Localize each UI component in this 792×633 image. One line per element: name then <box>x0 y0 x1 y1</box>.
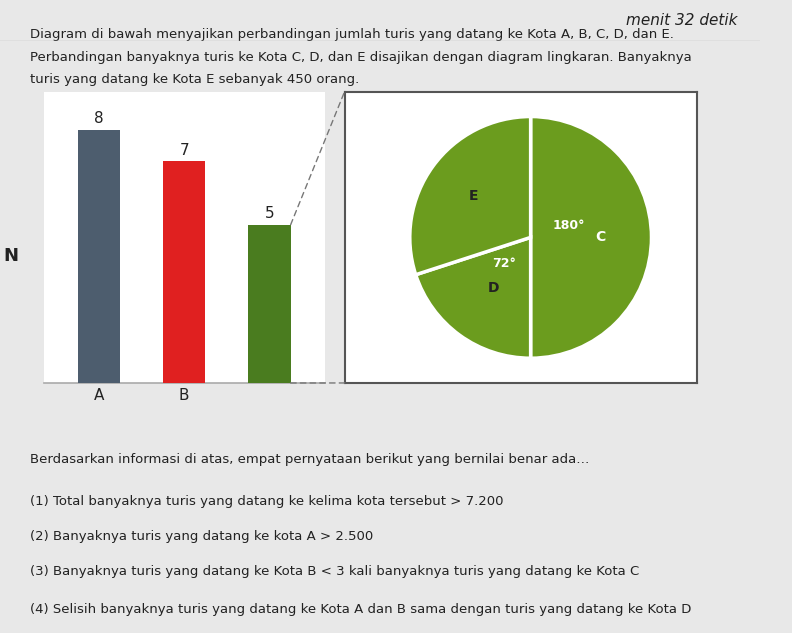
Text: (4) Selisih banyaknya turis yang datang ke Kota A dan B sama dengan turis yang d: (4) Selisih banyaknya turis yang datang … <box>30 603 691 616</box>
Bar <box>248 225 291 383</box>
Text: (1) Total banyaknya turis yang datang ke kelima kota tersebut > 7.200: (1) Total banyaknya turis yang datang ke… <box>30 495 504 508</box>
Text: D: D <box>488 281 500 295</box>
Bar <box>78 130 120 383</box>
Wedge shape <box>531 116 652 358</box>
Bar <box>163 161 205 383</box>
Text: (2) Banyaknya turis yang datang ke kota A > 2.500: (2) Banyaknya turis yang datang ke kota … <box>30 530 374 543</box>
Text: Diagram di bawah menyajikan perbandingan jumlah turis yang datang ke Kota A, B, : Diagram di bawah menyajikan perbandingan… <box>30 28 674 42</box>
Text: Berdasarkan informasi di atas, empat pernyataan berikut yang bernilai benar ada…: Berdasarkan informasi di atas, empat per… <box>30 453 590 466</box>
Text: turis yang datang ke Kota E sebanyak 450 orang.: turis yang datang ke Kota E sebanyak 450… <box>30 73 360 86</box>
Text: (3) Banyaknya turis yang datang ke Kota B < 3 kali banyaknya turis yang datang k: (3) Banyaknya turis yang datang ke Kota … <box>30 565 640 578</box>
Text: 8: 8 <box>94 111 104 126</box>
Wedge shape <box>416 237 531 358</box>
Wedge shape <box>409 116 531 275</box>
Text: menit 32 detik: menit 32 detik <box>626 13 737 28</box>
Text: 72°: 72° <box>492 258 516 270</box>
Text: E: E <box>469 189 478 203</box>
Text: 180°: 180° <box>552 219 585 232</box>
Text: Perbandingan banyaknya turis ke Kota C, D, dan E disajikan dengan diagram lingka: Perbandingan banyaknya turis ke Kota C, … <box>30 51 692 64</box>
Text: C: C <box>596 230 606 244</box>
Text: N: N <box>4 248 19 265</box>
Text: 5: 5 <box>265 206 274 221</box>
Text: 7: 7 <box>179 142 189 158</box>
